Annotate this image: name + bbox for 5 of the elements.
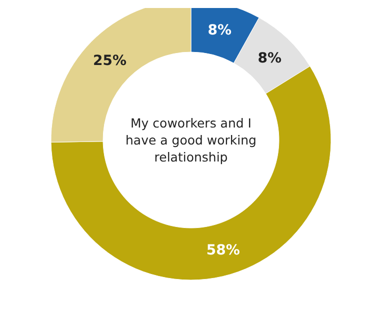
data-label: 8%: [208, 22, 232, 39]
text: My coworkers and I have a good working relationship: [126, 115, 256, 164]
data-label: 58%: [206, 242, 240, 258]
data-label: 25%: [92, 52, 127, 69]
data-label: 8%: [258, 50, 282, 66]
